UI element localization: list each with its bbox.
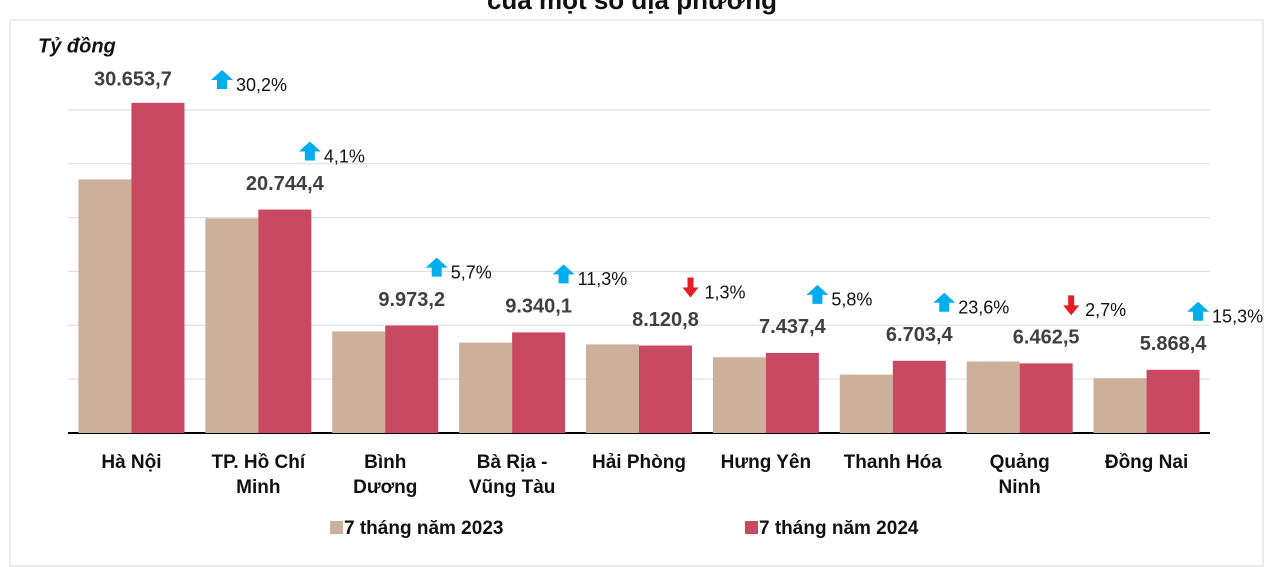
bar [1093, 378, 1147, 433]
value-label: 5.868,4 [1140, 333, 1208, 355]
chart-title: của một số địa phương [487, 0, 777, 15]
bar [205, 218, 259, 433]
arrow-up [211, 70, 233, 89]
value-label: 9.340,1 [505, 296, 572, 318]
bar [639, 345, 692, 433]
x-tick-label: Quảng Ninh [989, 452, 1050, 498]
x-tick-label: Thanh Hóa [843, 452, 942, 473]
bar [839, 374, 893, 433]
bar [712, 357, 766, 433]
change-label: 5,7% [451, 262, 492, 282]
bar [459, 342, 513, 433]
bar [385, 325, 439, 433]
x-tick-label: Hải Phòng [592, 452, 686, 473]
x-tick-label: Hà Nội [101, 452, 162, 473]
value-label: 20.744,4 [246, 173, 325, 195]
change-label: 30,2% [236, 75, 287, 95]
x-tick-label: Đồng Nai [1104, 452, 1189, 473]
x-tick-label-box: Bình Dương [353, 452, 418, 498]
bar [1146, 369, 1200, 433]
x-tick-label-box: TP. Hồ Chí Minh [211, 452, 306, 498]
legend-label: 7 tháng năm 2023 [344, 518, 503, 539]
change-label: 23,6% [958, 298, 1009, 318]
bar [765, 352, 819, 433]
value-label: 7.437,4 [759, 316, 827, 338]
bar [258, 209, 312, 433]
change-label: 4,1% [324, 146, 365, 166]
arrow-up [933, 292, 956, 312]
legend-swatch [745, 521, 758, 534]
bar [966, 361, 1020, 433]
arrow-up [552, 264, 575, 284]
arrow-up [806, 284, 829, 304]
x-tick-label-box: Quảng Ninh [989, 452, 1050, 498]
bar [332, 331, 386, 433]
frame [9, 19, 1264, 567]
x-tick-label-box: Hải Phòng [592, 452, 686, 473]
x-tick-label: Bà Rịa - Vũng Tàu [468, 452, 556, 498]
x-tick-label-box: Đồng Nai [1104, 452, 1189, 473]
arrow-down [1063, 295, 1080, 316]
value-label: 6.462,5 [1013, 327, 1080, 349]
change-label: 15,3% [1212, 307, 1263, 327]
legend-label: 7 tháng năm 2024 [759, 518, 919, 539]
arrow-up [298, 141, 321, 161]
x-tick-label-box: Hà Nội [101, 452, 162, 473]
change-label: 11,3% [578, 269, 628, 289]
arrow-down [682, 277, 699, 298]
change-label: 5,8% [831, 290, 872, 310]
value-label: 9.973,2 [378, 289, 445, 311]
value-label: 6.703,4 [886, 324, 954, 346]
x-tick-label-box: Thanh Hóa [843, 452, 942, 473]
x-tick-label: Bình Dương [353, 452, 418, 498]
arrow-up [1187, 301, 1210, 321]
arrow-up [425, 257, 448, 277]
change-label: 2,7% [1085, 300, 1126, 320]
bar [78, 179, 132, 433]
bar [131, 102, 185, 433]
legend-swatch [330, 521, 343, 534]
x-tick-label: TP. Hồ Chí Minh [211, 452, 306, 498]
bar [1019, 363, 1073, 433]
x-tick-label-box: Bà Rịa - Vũng Tàu [468, 452, 556, 498]
bar [892, 360, 946, 433]
change-label: 1,3% [705, 282, 746, 302]
bar [512, 332, 566, 433]
value-label: 30.653,7 [94, 68, 172, 90]
bar [586, 344, 639, 433]
y-axis-label: Tỷ đồng [38, 35, 116, 57]
x-tick-label: Hưng Yên [720, 452, 812, 473]
value-label: 8.120,8 [632, 309, 699, 331]
x-tick-label-box: Hưng Yên [720, 452, 812, 473]
